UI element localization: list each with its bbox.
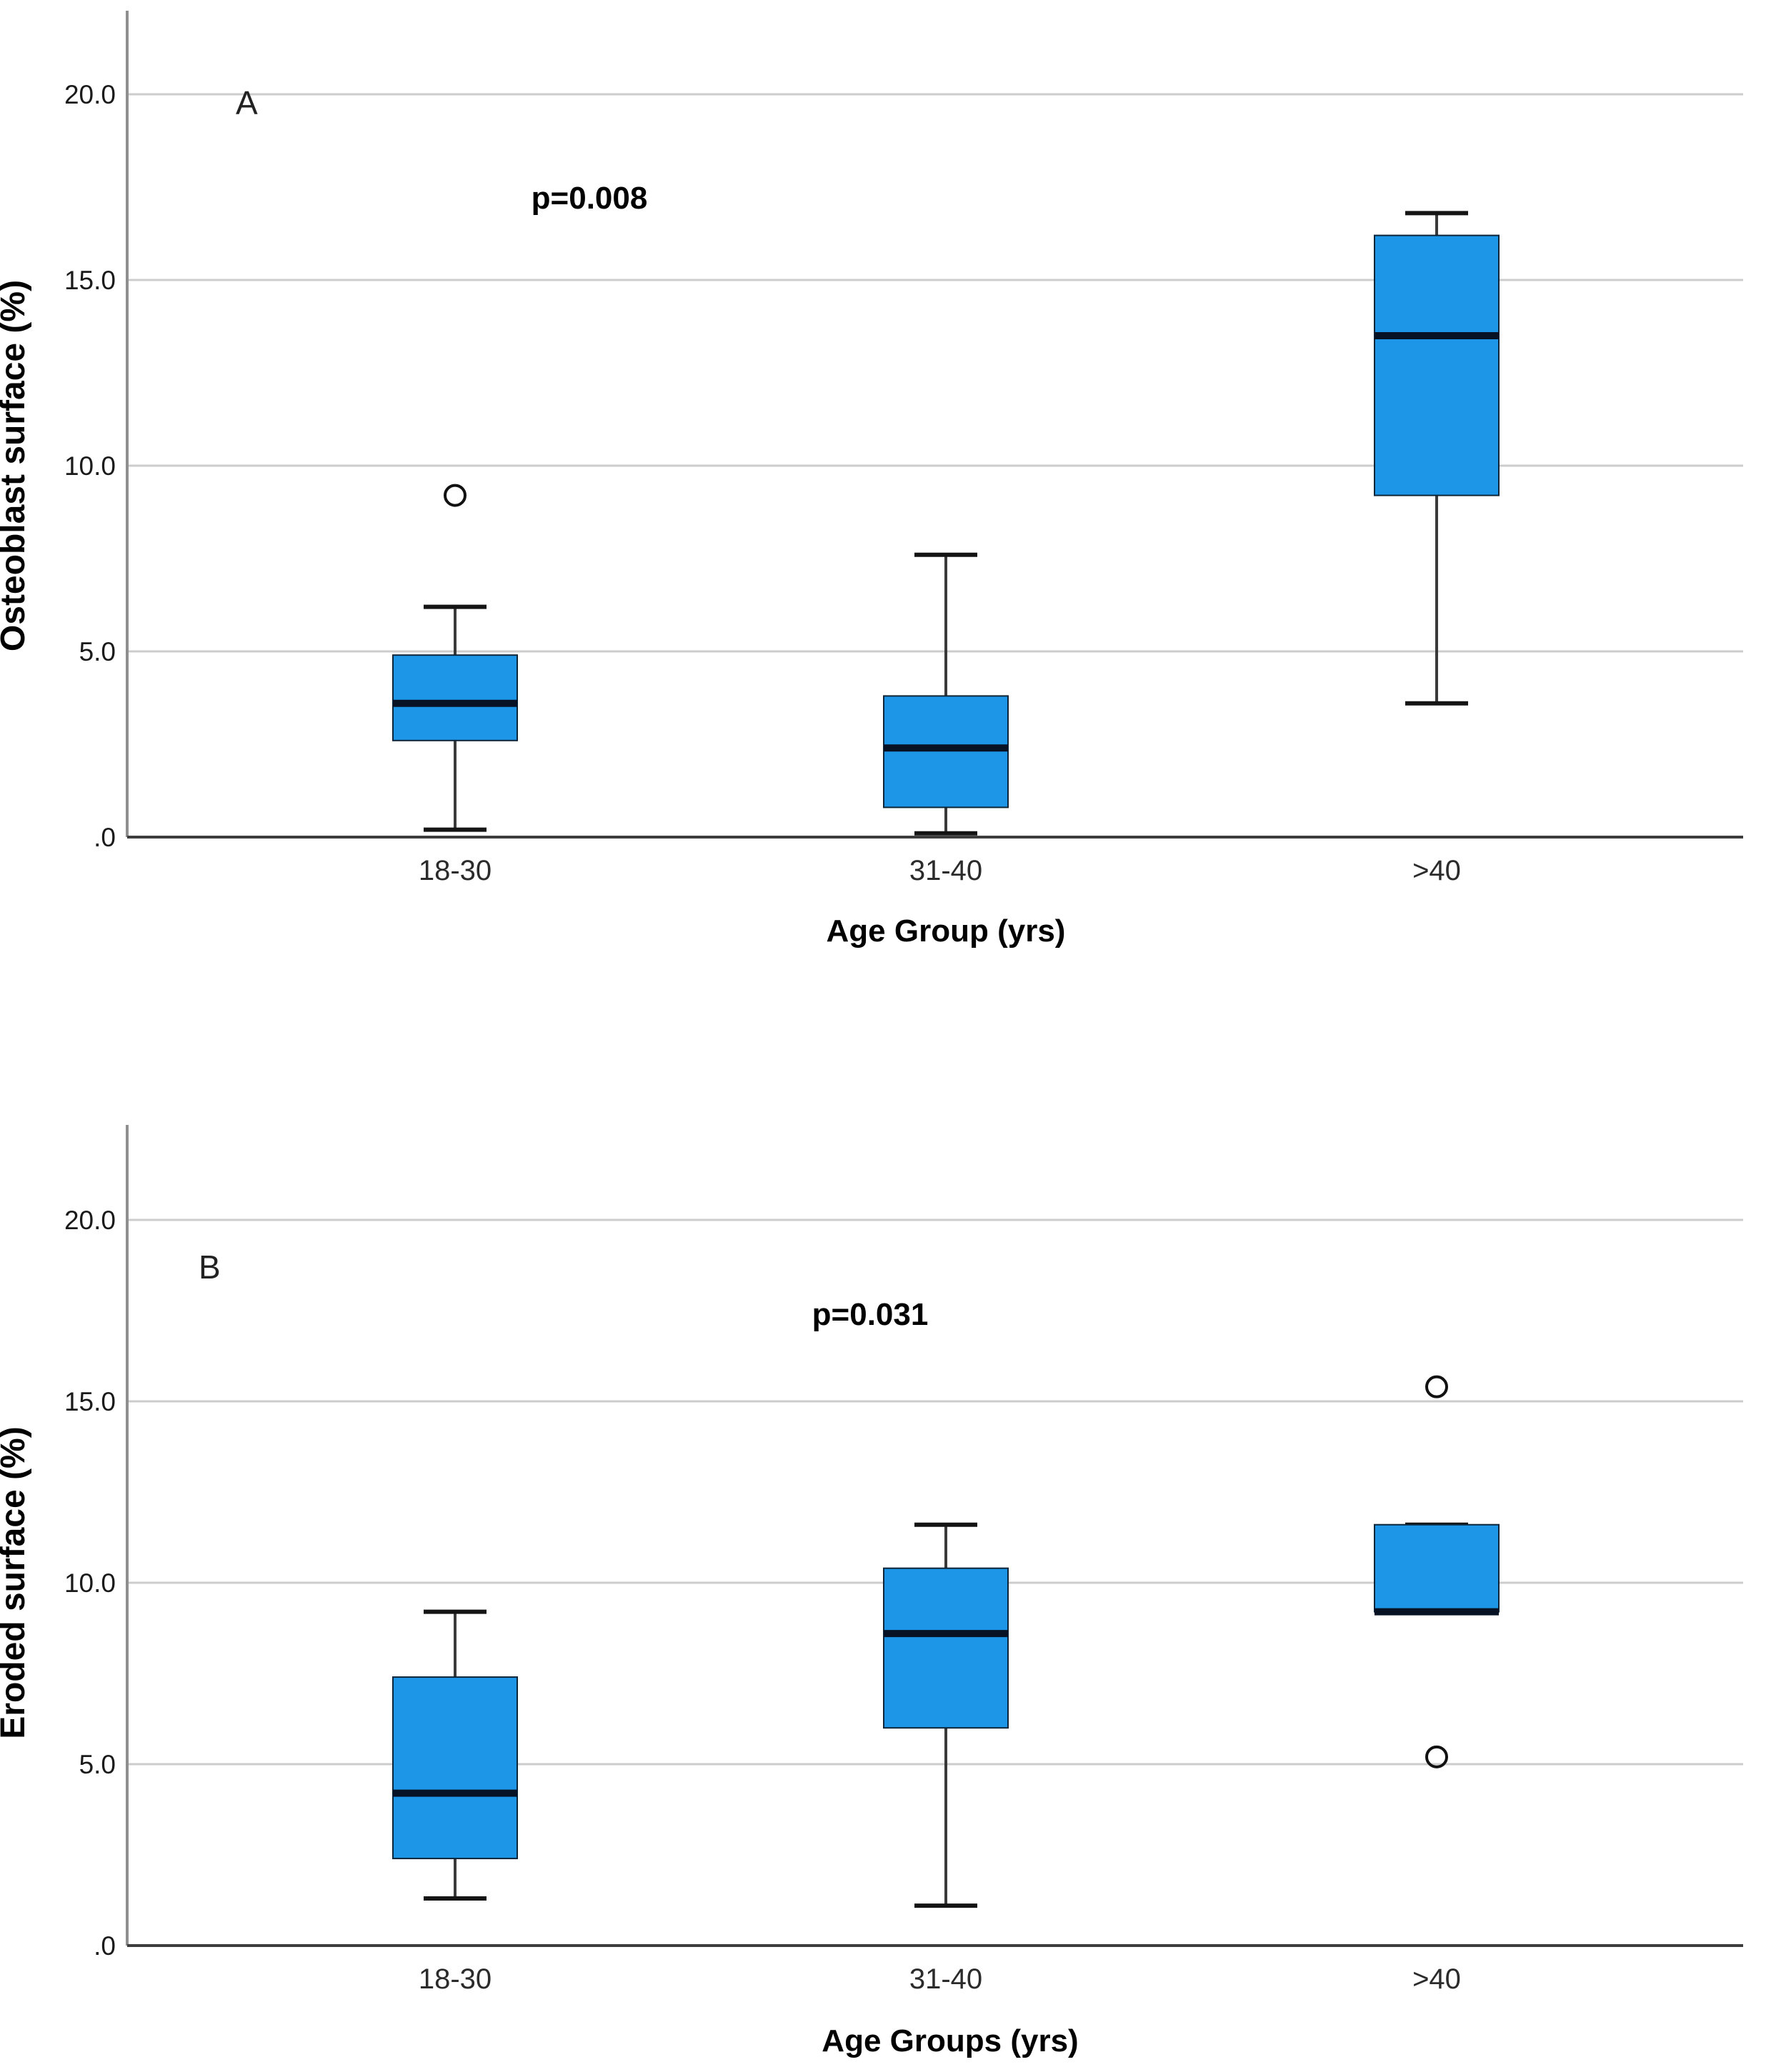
p-value-annotation: p=0.031 bbox=[812, 1297, 929, 1332]
iqr-box bbox=[392, 654, 518, 741]
box-group-31-40 bbox=[883, 552, 1009, 836]
iqr-box bbox=[883, 1567, 1009, 1729]
y-tick-label: 10.0 bbox=[64, 451, 116, 481]
iqr-box bbox=[883, 695, 1009, 809]
box-group->40 bbox=[1374, 1375, 1500, 1768]
panel-b: 20.0 15.0 10.0 5.0 .0 Eroded surface (%) Bp=0.… bbox=[0, 1125, 1743, 2058]
panel-letter: B bbox=[199, 1248, 221, 1286]
iqr-box bbox=[1374, 234, 1500, 496]
y-tick-label: 20.0 bbox=[64, 1206, 116, 1235]
x-category-label: 18-30 bbox=[419, 1963, 492, 1995]
y-axis-title: Osteoblast surface (%) bbox=[0, 280, 32, 651]
panel-a: 20.0 15.0 10.0 5.0 .0 Osteoblast surface (%) A… bbox=[0, 11, 1743, 949]
y-tick-label: .0 bbox=[94, 1931, 116, 1961]
outlier-point bbox=[1425, 1745, 1448, 1768]
x-category-label: 31-40 bbox=[909, 1963, 982, 1995]
y-tick-label: 15.0 bbox=[64, 1387, 116, 1416]
x-axis-title: Age Groups (yrs) bbox=[822, 2023, 1078, 2058]
x-category-label: 18-30 bbox=[419, 855, 492, 886]
iqr-box bbox=[1374, 1523, 1500, 1613]
y-tick-label: 15.0 bbox=[64, 266, 116, 295]
box-group-31-40 bbox=[883, 1522, 1009, 1908]
y-axis-title: Eroded surface (%) bbox=[0, 1426, 32, 1738]
x-category-label: >40 bbox=[1412, 855, 1461, 886]
x-axis-title: Age Group (yrs) bbox=[827, 914, 1066, 949]
y-tick-label: 5.0 bbox=[79, 637, 116, 666]
box-group->40 bbox=[1374, 211, 1500, 706]
panel-letter: A bbox=[236, 84, 258, 121]
x-category-label: 31-40 bbox=[909, 855, 982, 886]
y-tick-label: 10.0 bbox=[64, 1568, 116, 1598]
y-tick-label: 20.0 bbox=[64, 80, 116, 109]
y-tick-label: 5.0 bbox=[79, 1750, 116, 1779]
box-group-18-30 bbox=[392, 484, 518, 832]
outlier-point bbox=[1425, 1375, 1448, 1398]
box-group-18-30 bbox=[392, 1609, 518, 1901]
y-tick-label: .0 bbox=[94, 823, 116, 852]
p-value-annotation: p=0.008 bbox=[532, 181, 648, 216]
outlier-point bbox=[444, 484, 467, 507]
iqr-box bbox=[392, 1676, 518, 1860]
x-category-label: >40 bbox=[1412, 1963, 1461, 1995]
